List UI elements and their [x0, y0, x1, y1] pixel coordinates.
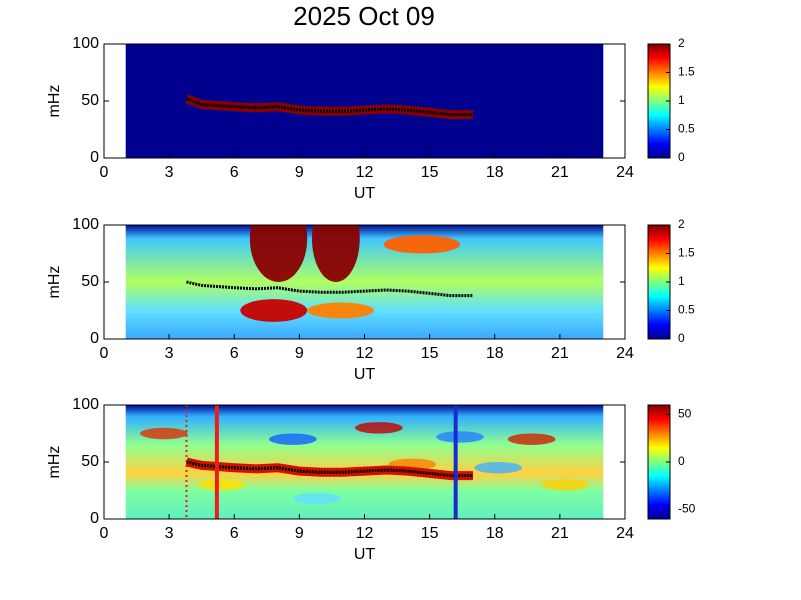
y-tick-label: 100	[72, 35, 99, 52]
plot-area	[125, 225, 604, 339]
colorbar-tick-label: 2	[678, 217, 685, 231]
colorbar-tick-label: 0.5	[678, 122, 695, 136]
texture	[474, 462, 523, 474]
texture	[140, 427, 188, 440]
x-tick-label: 3	[165, 164, 174, 181]
trace	[186, 460, 474, 478]
y-axis-label: mHz	[46, 446, 63, 479]
y-axis-label: mHz	[46, 85, 63, 118]
texture	[436, 431, 484, 443]
x-tick-label: 21	[551, 164, 569, 181]
y-tick-label: 0	[90, 330, 99, 347]
texture	[307, 302, 375, 319]
colorbar-tick-label: -50	[678, 502, 696, 516]
y-tick-label: 100	[72, 396, 99, 413]
colorbar-tick-label: 0.5	[678, 303, 695, 317]
colorbar-tick-label: 1.5	[678, 65, 695, 79]
x-tick-label: 12	[356, 525, 374, 542]
texture	[197, 479, 246, 491]
texture	[354, 422, 403, 434]
x-tick-label: 15	[421, 164, 439, 181]
trace	[185, 97, 474, 117]
x-tick-label: 6	[230, 164, 239, 181]
x-tick-label: 3	[165, 525, 174, 542]
texture	[292, 492, 341, 505]
texture	[268, 433, 317, 445]
x-tick-label: 0	[100, 345, 109, 362]
x-tick-label: 15	[421, 525, 439, 542]
texture	[541, 479, 589, 491]
texture	[249, 225, 308, 282]
colorbar-tick-label: 0	[678, 331, 685, 345]
x-axis-label: UT	[354, 185, 376, 202]
x-tick-label: 15	[421, 345, 439, 362]
colorbar-tick-label: 50	[678, 407, 692, 421]
x-tick-label: 18	[486, 164, 504, 181]
x-tick-label: 0	[100, 525, 109, 542]
plot-area	[125, 405, 604, 519]
x-axis-label: UT	[354, 366, 376, 383]
plot-area	[125, 44, 604, 158]
y-tick-label: 50	[81, 92, 99, 109]
x-tick-label: 18	[486, 525, 504, 542]
texture	[311, 225, 360, 282]
x-tick-label: 21	[551, 525, 569, 542]
x-tick-label: 9	[295, 164, 304, 181]
y-tick-label: 50	[81, 453, 99, 470]
y-tick-label: 0	[90, 510, 99, 527]
chart-title: 2025 Oct 09	[293, 1, 435, 31]
colorbar-tick-label: 1.5	[678, 246, 695, 260]
colorbar-tick-label: 1	[678, 93, 685, 107]
x-tick-label: 3	[165, 345, 174, 362]
colorbar-tick-label: 1	[678, 274, 685, 288]
y-tick-label: 50	[81, 273, 99, 290]
x-tick-label: 9	[295, 525, 304, 542]
y-axis-label: mHz	[46, 266, 63, 299]
trace	[186, 280, 474, 298]
texture	[383, 235, 461, 254]
x-tick-label: 6	[230, 525, 239, 542]
x-tick-label: 24	[616, 164, 634, 181]
x-axis-label: UT	[354, 546, 376, 563]
x-tick-label: 24	[616, 525, 634, 542]
x-tick-label: 24	[616, 345, 634, 362]
x-tick-label: 9	[295, 345, 304, 362]
colorbar-tick-label: 0	[678, 150, 685, 164]
x-tick-label: 0	[100, 164, 109, 181]
spectrogram-image	[125, 225, 604, 339]
y-tick-label: 100	[72, 216, 99, 233]
x-tick-label: 18	[486, 345, 504, 362]
x-tick-label: 12	[356, 164, 374, 181]
texture	[507, 433, 556, 445]
x-tick-label: 12	[356, 345, 374, 362]
colorbar-tick-label: 2	[678, 36, 685, 50]
colorbar-tick-label: 0	[678, 454, 685, 468]
x-tick-label: 21	[551, 345, 569, 362]
x-tick-label: 6	[230, 345, 239, 362]
y-tick-label: 0	[90, 149, 99, 166]
texture	[240, 299, 308, 322]
